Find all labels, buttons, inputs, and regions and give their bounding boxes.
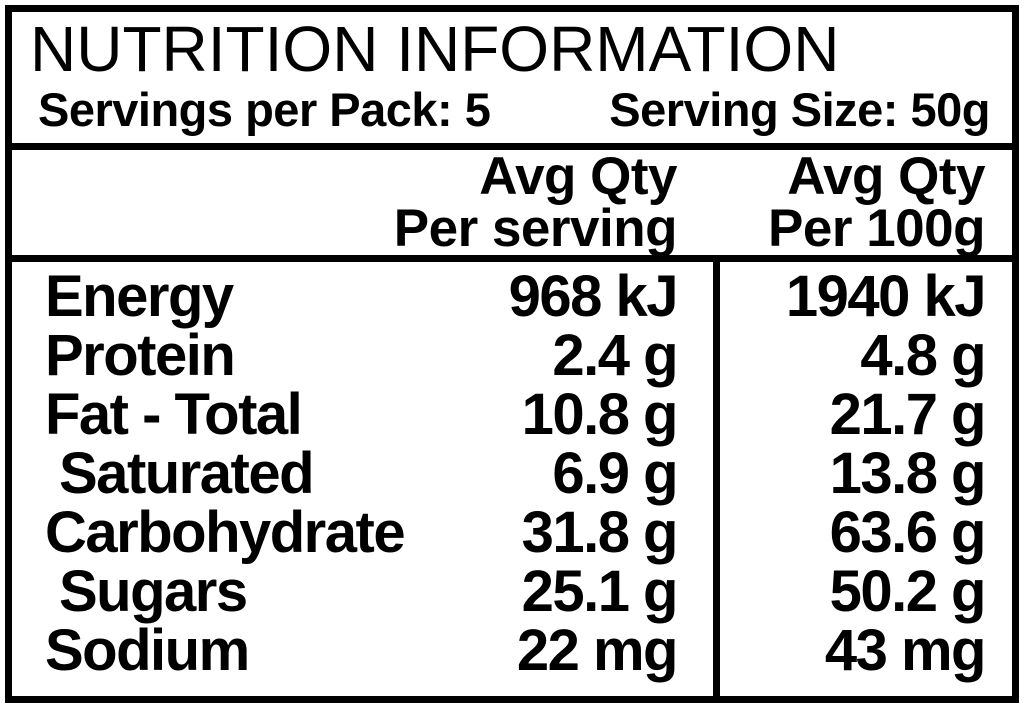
title-section: NUTRITION INFORMATION Servings per Pack:…	[12, 12, 1012, 150]
per-100g-value: 63.6 g	[829, 500, 987, 565]
per-serving-header: Avg Qty Per serving	[12, 150, 713, 255]
per-serving-value: 6.9 g	[552, 441, 678, 506]
nutrient-row: Saturated 6.9 g	[12, 444, 713, 503]
subtitle-row: Servings per Pack: 5 Serving Size: 50g	[30, 82, 990, 137]
nutrient-name: Energy	[45, 264, 234, 329]
per-100g-value: 1940 kJ	[785, 264, 987, 329]
nutrient-row: Carbohydrate 31.8 g	[12, 503, 713, 562]
nutrient-row-100g: 4.8 g	[720, 326, 1012, 385]
nutrient-row: Sodium 22 mg	[12, 621, 713, 680]
nutrient-row-100g: 1940 kJ	[720, 267, 1012, 326]
per-serving-value: 10.8 g	[521, 382, 679, 447]
per-100g-header-line2: Per 100g	[768, 199, 985, 258]
nutrient-row: Sugars 25.1 g	[12, 562, 713, 621]
per-100g-header-line1: Avg Qty	[787, 147, 985, 206]
per-serving-value: 968 kJ	[508, 264, 679, 329]
nutrient-row: Energy 968 kJ	[12, 267, 713, 326]
nutrient-name: Fat - Total	[45, 382, 303, 447]
per-100g-value: 13.8 g	[829, 441, 987, 506]
nutrient-name: Saturated	[59, 441, 315, 506]
nutrient-row-100g: 63.6 g	[720, 503, 1012, 562]
nutrient-row-100g: 50.2 g	[720, 562, 1012, 621]
serving-size-text: Serving Size: 50g	[609, 82, 990, 136]
per-100g-value: 50.2 g	[829, 559, 987, 624]
per-100g-value: 21.7 g	[829, 382, 987, 447]
per-serving-value: 2.4 g	[552, 323, 678, 388]
per-serving-value: 31.8 g	[521, 500, 679, 565]
nutrient-row-100g: 43 mg	[720, 621, 1012, 680]
per-serving-header-line1: Avg Qty	[479, 147, 677, 206]
nutrient-row-100g: 13.8 g	[720, 444, 1012, 503]
nutrient-row-100g: 21.7 g	[720, 385, 1012, 444]
nutrient-row: Protein 2.4 g	[12, 326, 713, 385]
servings-per-pack-text: Servings per Pack: 5	[38, 82, 491, 136]
nutrient-name: Sugars	[59, 559, 248, 624]
nutrient-row: Fat - Total 10.8 g	[12, 385, 713, 444]
nutrient-name: Sodium	[45, 618, 250, 683]
nutrition-label: NUTRITION INFORMATION Servings per Pack:…	[5, 5, 1019, 703]
per-serving-value: 25.1 g	[521, 559, 679, 624]
per-serving-value: 22 mg	[516, 618, 679, 683]
nutrient-name: Protein	[45, 323, 236, 388]
per-100g-value: 43 mg	[824, 618, 987, 683]
per-serving-header-line2: Per serving	[393, 199, 678, 258]
nutrient-table: Energy 968 kJ Protein 2.4 g Fat - Total 10.8 …	[12, 262, 1012, 696]
per-100g-header: Avg Qty Per 100g	[713, 150, 1012, 255]
page-title: NUTRITION INFORMATION	[30, 13, 840, 85]
per-100g-value: 4.8 g	[860, 323, 986, 388]
nutrient-rows-right: 1940 kJ 4.8 g 21.7 g 13.8 g 63.6 g 50.2 g 43 m…	[713, 262, 1012, 696]
nutrient-rows-left: Energy 968 kJ Protein 2.4 g Fat - Total 10.8 …	[12, 262, 713, 696]
column-headers: Avg Qty Per serving Avg Qty Per 100g	[12, 150, 1012, 262]
nutrient-name: Carbohydrate	[45, 500, 406, 565]
